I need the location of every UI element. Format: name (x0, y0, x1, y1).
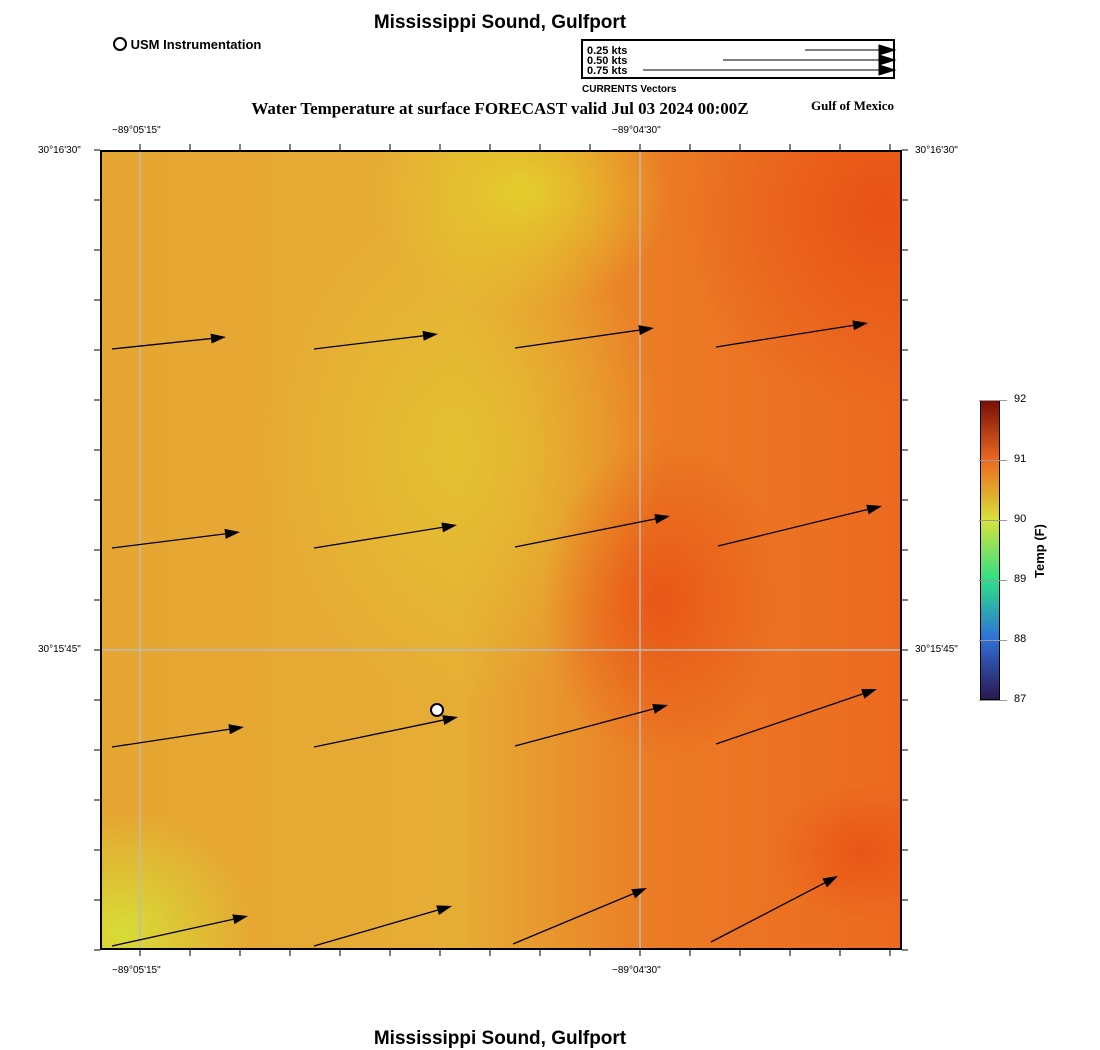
current-vector-arrow (514, 325, 654, 349)
legend-025: 0.25 kts (587, 45, 628, 57)
colorbar-label: Temp (F) (1032, 524, 1047, 578)
lat-tick-left-2: 30°15'45" (38, 644, 81, 655)
current-vector-arrow (715, 689, 877, 745)
current-vector-arrow (313, 905, 452, 947)
current-vector-arrow (313, 522, 457, 549)
colorbar-tick-mark (979, 580, 1007, 581)
colorbar-tick: 88 (1014, 633, 1027, 645)
lat-tick-left-1: 30°16'30" (38, 145, 81, 156)
current-vector-arrow (514, 704, 668, 747)
temperature-map[interactable] (100, 150, 902, 950)
colorbar-tick: 90 (1014, 513, 1027, 525)
current-vector-arrow (111, 914, 248, 947)
lon-tick-bottom-1: −89°05'15" (112, 965, 161, 976)
current-vector-arrow (514, 514, 670, 548)
lon-tick-bottom-2: −89°04'30" (612, 965, 661, 976)
lat-tick-right-1: 30°16'30" (915, 145, 958, 156)
legend-arrows (643, 44, 897, 76)
colorbar-tick: 89 (1014, 573, 1027, 585)
current-vector-arrow (313, 330, 438, 350)
map-subtitle: Water Temperature at surface FORECAST va… (251, 99, 749, 118)
lat-tick-right-2: 30°15'45" (915, 644, 958, 655)
current-vector-arrow (512, 888, 647, 945)
station-legend: USM Instrumentation (113, 37, 261, 52)
usm-station-marker[interactable] (430, 703, 444, 717)
colorbar-tick-mark (979, 400, 1007, 401)
vector-legend: 0.25 kts 0.50 kts 0.75 kts (581, 39, 897, 79)
colorbar (980, 400, 1000, 700)
colorbar-tick-mark (979, 460, 1007, 461)
lon-tick-top-1: −89°05'15" (112, 125, 161, 136)
current-vector-arrow (717, 504, 882, 547)
map-overlay (102, 152, 900, 948)
current-vector-arrow (710, 876, 838, 943)
colorbar-tick-mark (979, 640, 1007, 641)
current-vector-arrow (313, 715, 458, 748)
current-vector-arrow (111, 724, 244, 748)
station-circle-icon (113, 37, 127, 51)
colorbar-tick-mark (979, 700, 1007, 701)
current-vector-arrow (715, 320, 868, 348)
current-vector-arrow (111, 528, 240, 549)
colorbar-tick: 87 (1014, 693, 1027, 705)
colorbar-tick-mark (979, 520, 1007, 521)
current-vector-arrow (111, 333, 226, 350)
page-title: Mississippi Sound, Gulfport (373, 12, 627, 33)
colorbar-tick: 91 (1014, 453, 1027, 465)
colorbar-tick: 92 (1014, 393, 1027, 405)
lon-tick-top-2: −89°04'30" (612, 125, 661, 136)
legend-050: 0.50 kts (587, 55, 628, 67)
vector-legend-title: CURRENTS Vectors (582, 84, 677, 95)
footer-title: Mississippi Sound, Gulfport (373, 1028, 627, 1049)
legend-075: 0.75 kts (587, 65, 628, 77)
region-label: Gulf of Mexico (811, 98, 895, 113)
